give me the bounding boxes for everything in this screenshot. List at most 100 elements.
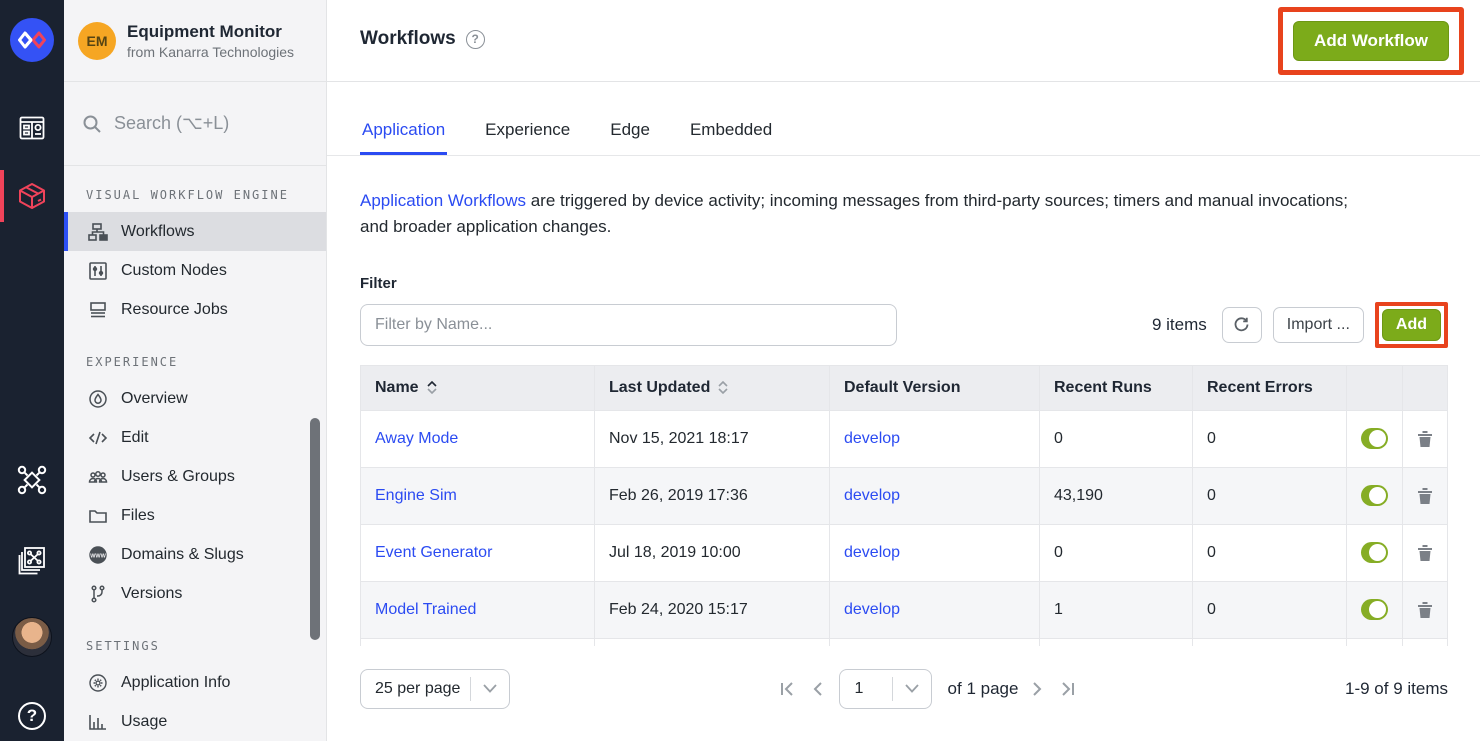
sidebar-item-edit[interactable]: Edit: [64, 418, 326, 457]
next-page-icon[interactable]: [1032, 681, 1044, 697]
tab-experience[interactable]: Experience: [485, 120, 571, 139]
last-updated-cell: Nov 15, 2021 18:17: [595, 410, 830, 467]
column-header-recent-errors: Recent Errors: [1193, 365, 1347, 410]
enabled-toggle[interactable]: [1361, 485, 1388, 507]
search-input[interactable]: Search (⌥+L): [64, 82, 326, 166]
enabled-toggle[interactable]: [1361, 599, 1388, 621]
sidebar-item-custom-nodes[interactable]: Custom Nodes: [64, 251, 326, 290]
column-header-last-updated[interactable]: Last Updated: [595, 365, 830, 410]
first-page-icon[interactable]: [779, 681, 797, 697]
main-content: Workflows ? Add Workflow Application Exp…: [327, 0, 1480, 741]
workflow-nodes-icon[interactable]: [16, 464, 48, 496]
section-title-vwe: VISUAL WORKFLOW ENGINE: [86, 188, 289, 202]
losant-logo-icon[interactable]: [10, 18, 54, 62]
sidebar-item-label: Users & Groups: [121, 467, 235, 485]
filter-row: 9 items Import ... Add: [360, 301, 1448, 348]
version-link[interactable]: develop: [844, 543, 901, 561]
page-header: Workflows ? Add Workflow: [327, 0, 1480, 82]
annotation-box-add: Add: [1374, 301, 1448, 348]
gear-icon: [88, 673, 108, 693]
trash-icon[interactable]: [1417, 601, 1433, 619]
sort-icons: [427, 381, 437, 395]
sidebar-item-resource-jobs[interactable]: Resource Jobs: [64, 290, 326, 329]
application-workflows-link[interactable]: Application Workflows: [360, 191, 526, 210]
dashboards-icon[interactable]: [16, 112, 48, 144]
version-link[interactable]: develop: [844, 429, 901, 447]
enabled-toggle[interactable]: [1361, 542, 1388, 564]
add-workflow-button[interactable]: Add Workflow: [1293, 21, 1449, 61]
title-help-icon[interactable]: ?: [465, 29, 485, 49]
active-rail-indicator: [0, 170, 4, 222]
filter-label: Filter: [360, 274, 397, 292]
last-page-icon[interactable]: [1058, 681, 1076, 697]
sidebar-item-users-groups[interactable]: Users & Groups: [64, 457, 326, 496]
sidebar-item-overview[interactable]: Overview: [64, 379, 326, 418]
per-page-select[interactable]: 25 per page: [360, 668, 510, 709]
search-icon: [82, 114, 102, 134]
workflows-icon: [88, 222, 108, 242]
resource-jobs-icon: [88, 300, 108, 320]
version-link[interactable]: develop: [844, 600, 901, 618]
table-header-row: Name Last Updated Default Version: [361, 365, 1447, 410]
tab-edge[interactable]: Edge: [610, 120, 650, 139]
user-avatar[interactable]: [12, 617, 52, 657]
recent-runs-cell: 43,190: [1040, 467, 1193, 524]
folder-icon: [88, 506, 108, 526]
column-header-enabled: [1347, 365, 1403, 410]
filter-input[interactable]: [360, 303, 897, 346]
sidebar-item-workflows[interactable]: Workflows: [64, 212, 326, 251]
workflow-link[interactable]: Model Trained: [375, 600, 477, 618]
table-row: Engine Sim Feb 26, 2019 17:36 develop 43…: [361, 466, 1447, 524]
sidebar-item-label: Usage: [121, 712, 168, 730]
sidebar-item-label: Workflows: [121, 222, 195, 240]
of-pages-label: of 1 page: [947, 678, 1019, 698]
trash-icon[interactable]: [1417, 487, 1433, 505]
workflows-table: Name Last Updated Default Version: [360, 364, 1448, 646]
data-tables-icon[interactable]: [16, 545, 48, 577]
page-number-select[interactable]: 1: [838, 668, 932, 709]
column-header-name[interactable]: Name: [361, 365, 595, 410]
overview-icon: [88, 389, 108, 409]
column-header-recent-runs: Recent Runs: [1040, 365, 1193, 410]
workflow-link[interactable]: Engine Sim: [375, 486, 457, 504]
pagination-bar: 25 per page 1: [360, 668, 1448, 709]
column-header-delete: [1403, 366, 1447, 410]
annotation-box-add-workflow: Add Workflow: [1278, 7, 1464, 75]
sidebar-item-versions[interactable]: Versions: [64, 574, 326, 613]
tab-embedded[interactable]: Embedded: [689, 120, 773, 139]
sidebar-item-label: Custom Nodes: [121, 261, 227, 279]
refresh-button[interactable]: [1221, 306, 1262, 343]
section-title-settings: SETTINGS: [86, 639, 160, 653]
sidebar-item-label: Files: [121, 506, 155, 524]
recent-runs-cell: 0: [1040, 524, 1193, 581]
items-count: 9 items: [1151, 314, 1207, 334]
table-row: Away Mode Nov 15, 2021 18:17 develop 0 0: [361, 409, 1447, 467]
edit-code-icon: [88, 428, 108, 448]
add-button[interactable]: Add: [1381, 308, 1441, 341]
sidebar-item-usage[interactable]: Usage: [64, 702, 326, 741]
sidebar-item-files[interactable]: Files: [64, 496, 326, 535]
tab-application[interactable]: Application: [360, 108, 448, 155]
sidebar-item-domains-slugs[interactable]: WWW Domains & Slugs: [64, 535, 326, 574]
section-title-experience: EXPERIENCE: [86, 355, 179, 369]
help-icon[interactable]: ?: [18, 702, 46, 730]
branch-icon: [88, 584, 108, 604]
workflow-link[interactable]: Event Generator: [375, 543, 493, 561]
application-cube-icon[interactable]: [16, 180, 48, 212]
enabled-toggle[interactable]: [1361, 428, 1388, 450]
trash-icon[interactable]: [1417, 544, 1433, 562]
prev-page-icon[interactable]: [811, 681, 823, 697]
sidebar-scrollbar[interactable]: [310, 418, 320, 640]
workflow-link[interactable]: Away Mode: [375, 429, 459, 447]
import-button[interactable]: Import ...: [1272, 306, 1364, 343]
chevron-down-icon: [471, 684, 509, 694]
app-switcher[interactable]: EM Equipment Monitor from Kanarra Techno…: [64, 0, 326, 82]
sidebar-item-application-info[interactable]: Application Info: [64, 663, 326, 702]
users-icon: [88, 467, 108, 487]
last-updated-cell: Feb 24, 2020 15:17: [595, 581, 830, 638]
trash-icon[interactable]: [1417, 430, 1433, 448]
sidebar: EM Equipment Monitor from Kanarra Techno…: [64, 0, 327, 741]
app-name: Equipment Monitor: [127, 22, 282, 42]
globe-icon: WWW: [88, 545, 108, 565]
version-link[interactable]: develop: [844, 486, 901, 504]
